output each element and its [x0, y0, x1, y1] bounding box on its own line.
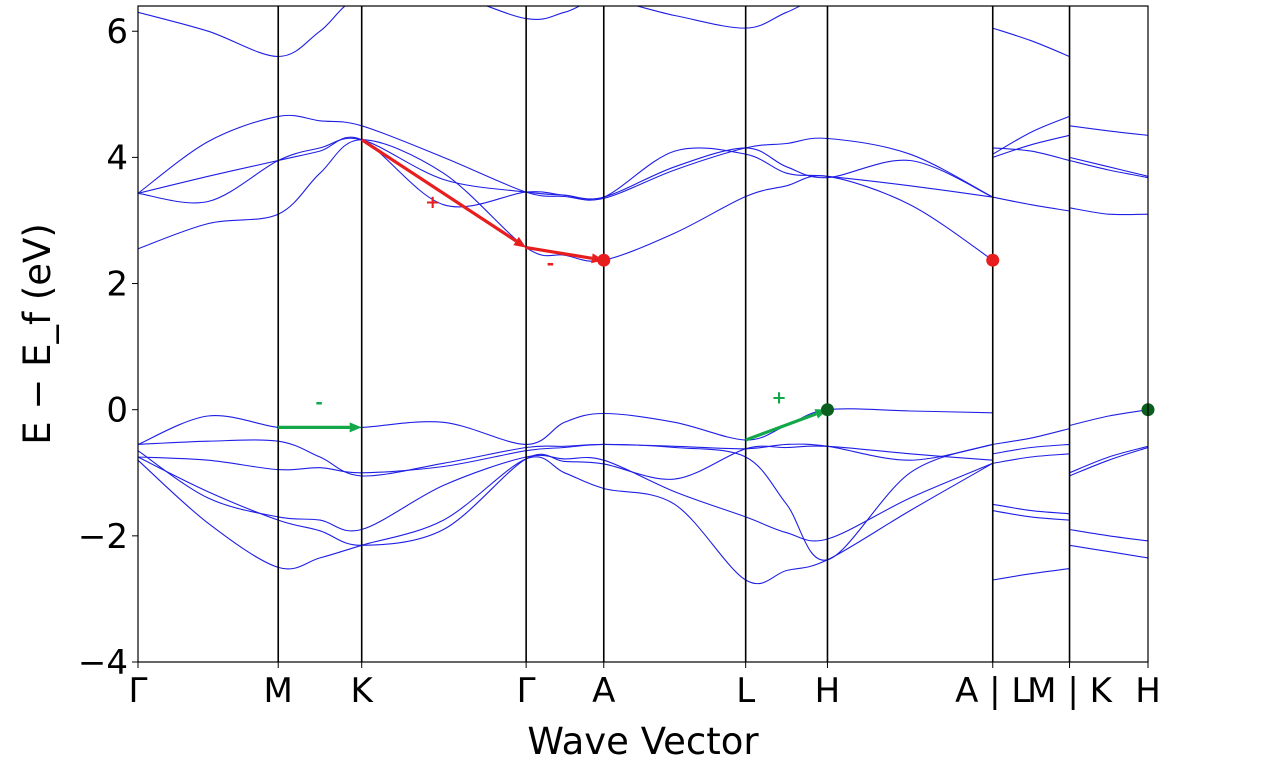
band-line-0: [138, 445, 993, 546]
band-line-16: [992, 568, 1070, 581]
band-line-15: [992, 510, 1070, 521]
band-line-28: [1069, 159, 1148, 179]
y-tick-label-3: 2: [106, 265, 128, 305]
band-line-24: [1069, 446, 1148, 477]
high-symmetry-lines: [277, 6, 1071, 662]
x-tick-label-4: A: [592, 671, 615, 711]
arrow-head-0: [513, 236, 527, 248]
x-axis-ticks: Γ M K Γ A L H A | LM | K H: [129, 662, 1161, 711]
band-line-27: [1069, 207, 1148, 216]
arrow-shaft-3: [745, 412, 817, 442]
sign-annotation-1: -: [547, 254, 554, 275]
band-line-2: [138, 450, 993, 542]
plot-frame: [137, 5, 1149, 663]
x-tick-label-7: A | L: [955, 671, 1030, 711]
band-line-29: [1069, 156, 1148, 177]
y-tick-label-1: −2: [78, 517, 128, 557]
y-tick-label-5: 6: [106, 12, 128, 52]
x-tick-label-9: H: [1135, 671, 1161, 711]
band-line-8: [138, 136, 993, 208]
y-axis-label: E − E_f (eV): [16, 223, 59, 445]
band-line-4: [138, 439, 993, 477]
band-line-13: [992, 453, 1070, 464]
band-line-25: [1069, 528, 1148, 542]
extremum-marker-2: [820, 403, 834, 417]
extremum-marker-0: [597, 253, 611, 267]
extremum-markers: [597, 253, 1155, 417]
band-line-14: [992, 503, 1070, 515]
band-line-9: [138, 114, 993, 201]
x-tick-label-0: Γ: [129, 671, 148, 711]
band-line-10: [138, 6, 802, 58]
band-line-20: [992, 115, 1070, 155]
annotations: + - - +: [315, 192, 786, 414]
band-line-26: [1069, 544, 1148, 559]
band-line-19: [992, 134, 1070, 158]
sign-annotation-3: +: [772, 387, 787, 408]
band-line-1: [138, 456, 993, 585]
band-line-30: [1069, 125, 1148, 136]
sign-annotation-2: -: [315, 392, 322, 413]
band-line-12: [992, 443, 1070, 455]
x-tick-label-1: M: [264, 671, 293, 711]
y-tick-label-0: −4: [78, 643, 128, 683]
y-tick-label-2: 0: [106, 391, 128, 431]
band-lines: [138, 6, 1148, 585]
band-line-11: [992, 428, 1070, 445]
band-line-18: [992, 147, 1070, 162]
transition-arrows: [278, 138, 828, 442]
band-line-23: [1069, 445, 1148, 474]
band-line-7: [138, 137, 993, 204]
extremum-marker-1: [986, 253, 1000, 267]
band-line-21: [992, 27, 1070, 58]
arrow-shaft-0: [360, 138, 517, 243]
arrow-head-2: [349, 422, 362, 433]
band-line-6: [138, 139, 994, 262]
x-axis-label: Wave Vector: [527, 720, 759, 763]
y-axis-ticks: −4 −2 0 2 4 6: [78, 12, 138, 683]
x-tick-label-8: M | K: [1027, 671, 1113, 711]
sign-annotation-0: +: [425, 192, 440, 213]
x-tick-label-3: Γ: [517, 671, 536, 711]
band-line-22: [1069, 409, 1148, 427]
arrow-shaft-1: [525, 246, 593, 260]
x-tick-label-6: H: [815, 671, 841, 711]
x-tick-label-2: K: [351, 671, 375, 711]
band-line-5: [138, 408, 993, 445]
x-tick-label-5: L: [736, 671, 755, 711]
y-tick-label-4: 4: [106, 138, 128, 178]
band-line-17: [992, 196, 1070, 212]
